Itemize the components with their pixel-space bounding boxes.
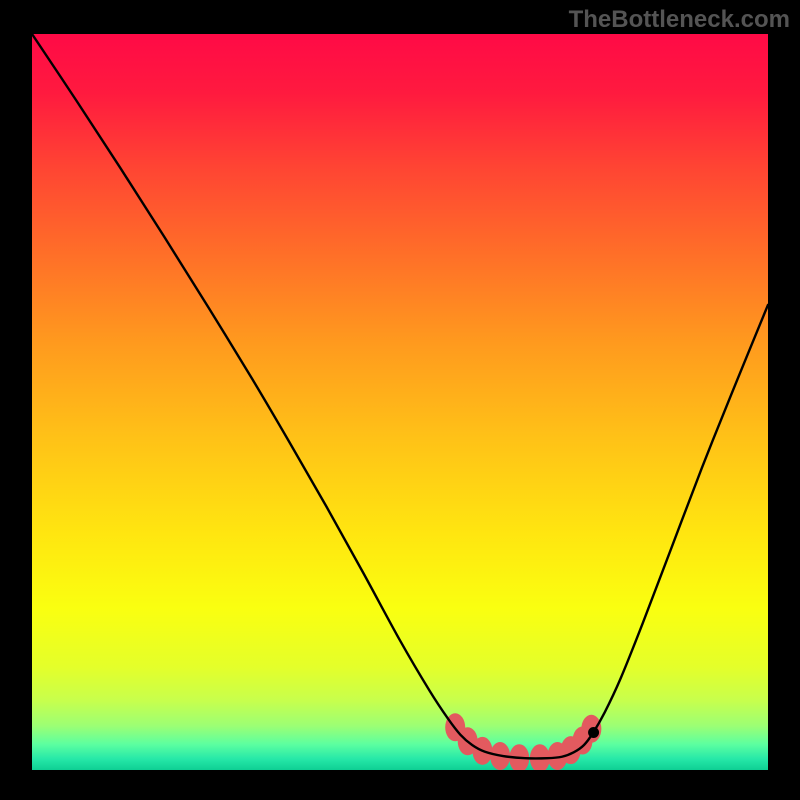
end-dot <box>588 727 599 738</box>
plot-area <box>32 34 768 770</box>
watermark-text: TheBottleneck.com <box>569 6 790 34</box>
bottleneck-curve <box>32 34 768 758</box>
chart-svg <box>32 34 768 770</box>
